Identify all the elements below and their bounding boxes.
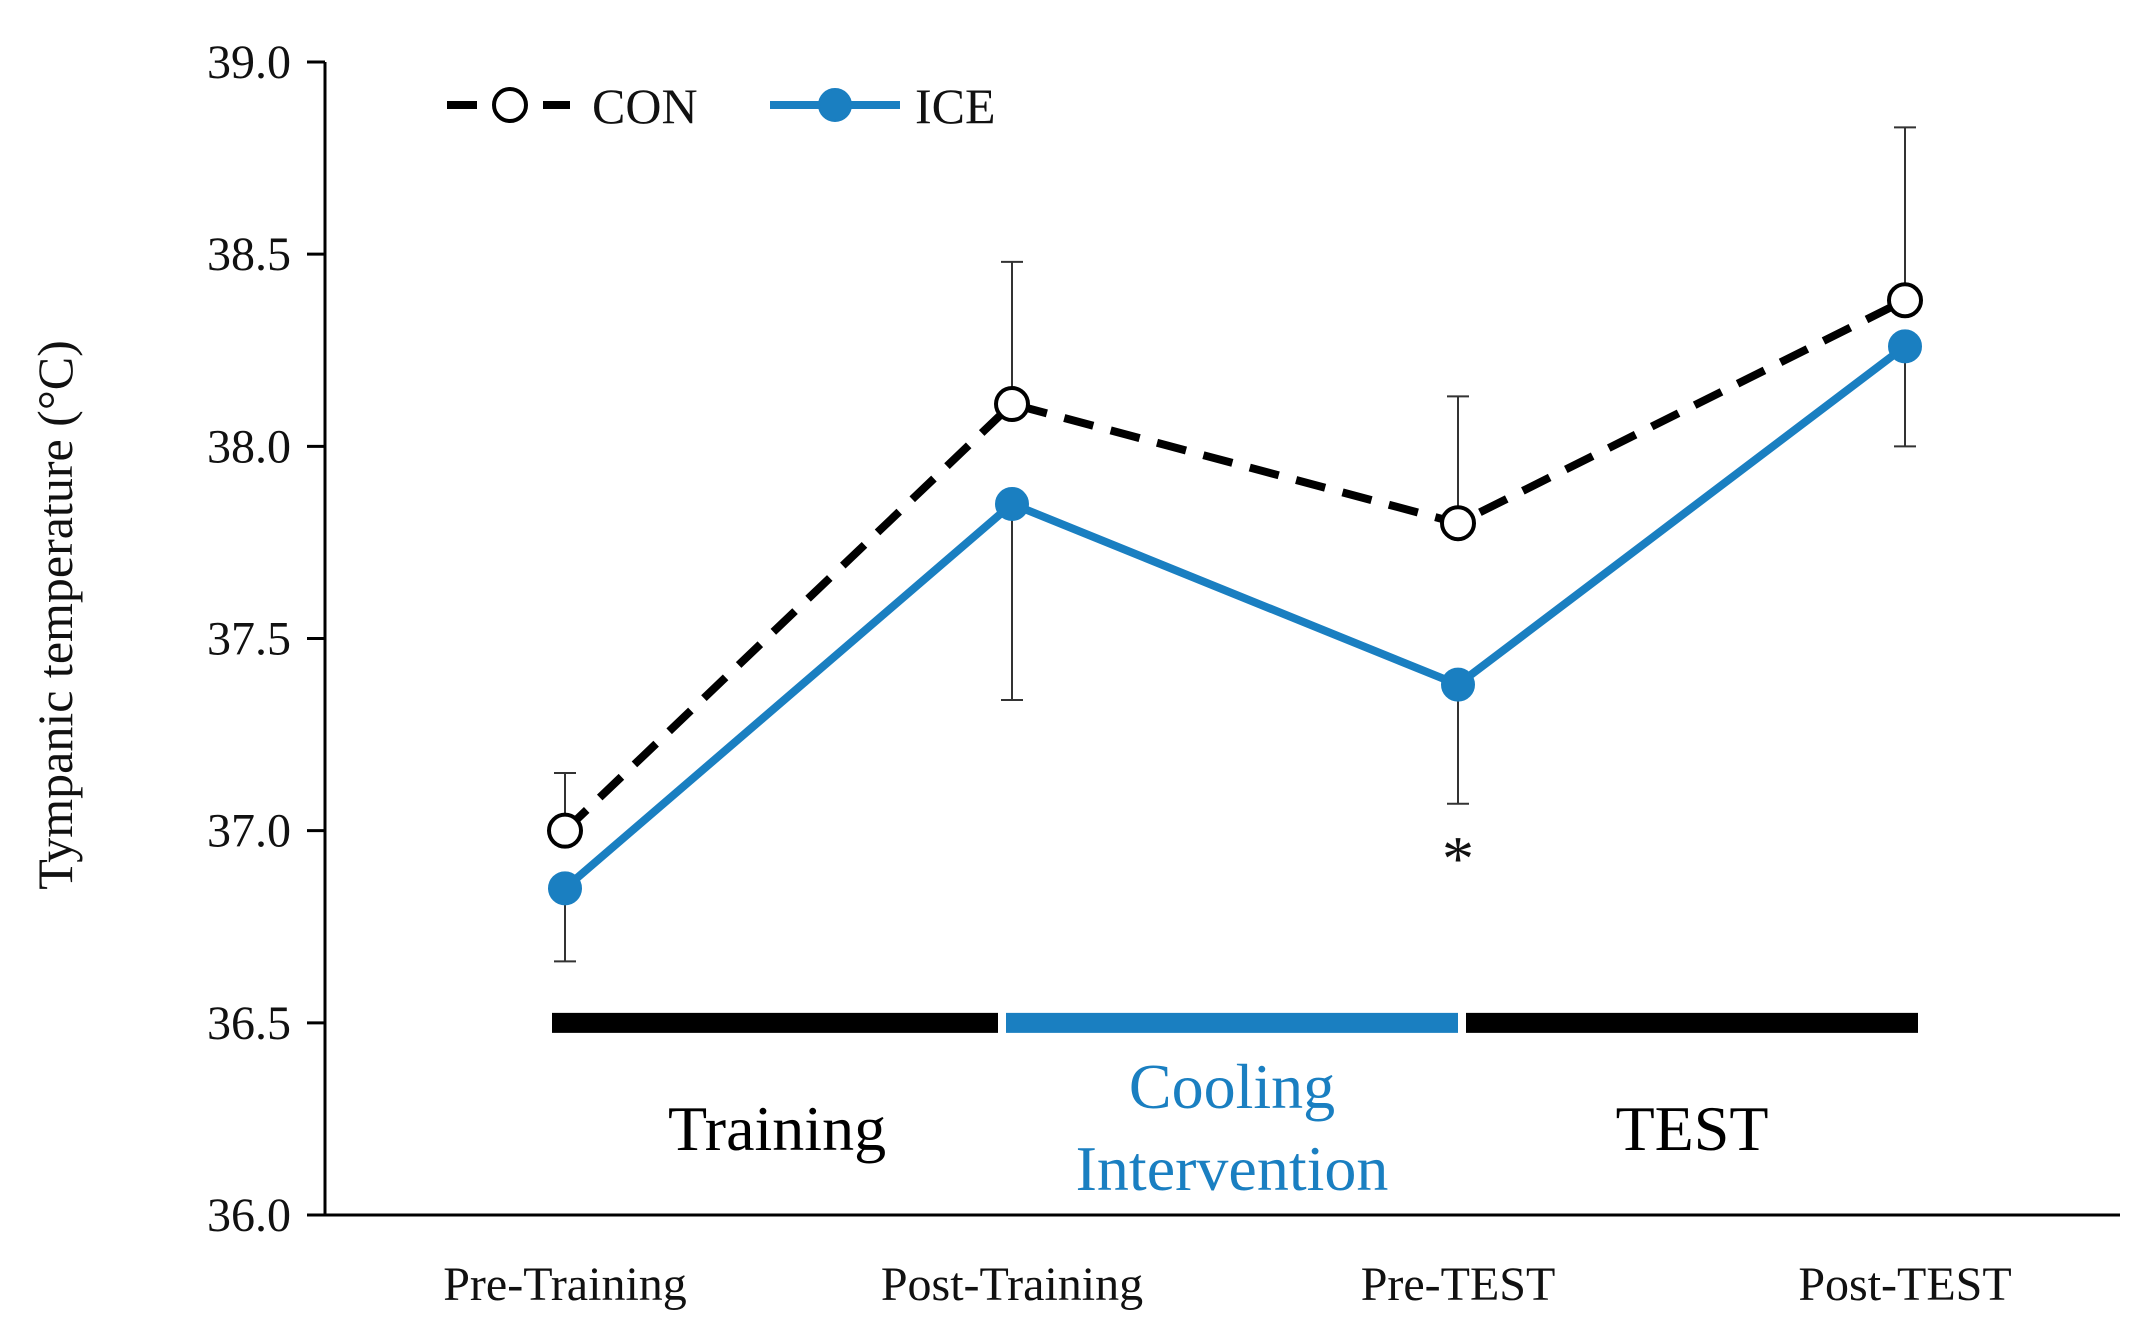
data-point-ice (1441, 667, 1475, 702)
y-tick-label: 38.5 (207, 228, 291, 281)
y-tick-label: 36.5 (207, 997, 291, 1050)
y-tick-label: 38.0 (207, 420, 291, 473)
legend-marker-con (492, 87, 528, 123)
series-line-con (562, 296, 1907, 834)
data-point-con (1887, 282, 1923, 319)
x-tick-label: Post-TEST (1798, 1258, 2011, 1311)
legend: CON ICE (447, 78, 996, 134)
x-tick-label: Pre-TEST (1361, 1258, 1556, 1311)
series-line-ice (562, 343, 1908, 892)
x-tick-label: Pre-Training (443, 1258, 687, 1311)
data-point-ice (1888, 329, 1922, 364)
legend-label-con: CON (592, 78, 698, 134)
data-point-con (547, 812, 583, 849)
data-point-ice (995, 486, 1029, 521)
phase-label: Intervention (1076, 1133, 1389, 1204)
y-axis: 36.0 36.5 37.0 37.5 38.0 38.5 39.0 (207, 36, 327, 1242)
y-axis-title: Tympanic temperature (°C) (27, 340, 83, 890)
data-point-ice (548, 871, 582, 906)
significance-marker: * (1442, 823, 1474, 894)
plot-area: * (547, 126, 1923, 963)
y-tick-label: 39.0 (207, 36, 291, 89)
data-point-con (994, 386, 1030, 423)
legend-marker-ice (818, 88, 852, 122)
y-tick-label: 36.0 (207, 1189, 291, 1242)
phase-bars: Training Cooling Intervention TEST (552, 1012, 1918, 1204)
y-tick-label: 37.5 (207, 613, 291, 666)
phase-label: TEST (1616, 1093, 1769, 1164)
y-tick-label: 37.0 (207, 805, 291, 858)
phase-label: Training (668, 1093, 886, 1164)
x-tick-label: Post-Training (881, 1258, 1143, 1311)
data-point-con (1440, 505, 1476, 542)
legend-label-ice: ICE (915, 78, 996, 134)
x-axis: Pre-Training Post-Training Pre-TEST Post-TE… (325, 1213, 2120, 1311)
phase-label: Cooling (1129, 1051, 1335, 1122)
